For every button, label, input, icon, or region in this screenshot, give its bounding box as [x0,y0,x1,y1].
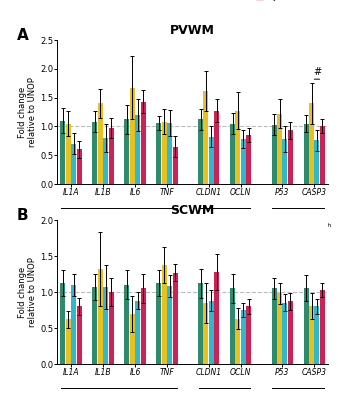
Bar [173,146,178,184]
Text: Tight junctions: Tight junctions [201,223,248,228]
Bar [246,306,251,364]
Title: SCWM: SCWM [171,204,215,218]
Text: B: B [17,208,28,224]
Bar [272,288,276,364]
Bar [109,128,114,184]
Bar [283,303,288,364]
Bar [198,120,203,184]
Bar [71,144,76,184]
Bar [320,290,325,364]
Bar [77,306,82,364]
Bar [130,314,135,364]
Bar [66,124,71,184]
Bar [241,310,246,364]
Bar [135,115,140,184]
Bar [288,130,293,184]
Y-axis label: Fold change
relative to UNOP: Fold change relative to UNOP [18,77,38,147]
Bar [162,122,167,184]
Bar [103,138,108,184]
Bar [156,123,162,184]
Bar [203,303,209,364]
Bar [236,319,240,364]
Bar [124,120,129,184]
Bar [314,140,319,184]
Bar [288,301,293,364]
Bar [167,286,172,364]
Bar [309,306,314,364]
Bar [141,288,146,364]
Y-axis label: Fold change
relative to UNOP: Fold change relative to UNOP [18,257,38,327]
Bar [173,272,178,364]
Legend: INJ$_{INF}$, INJ$_{INF+HAE}$: INJ$_{INF}$, INJ$_{INF+HAE}$ [256,0,305,3]
Bar [214,111,219,184]
Title: PVWM: PVWM [170,24,215,38]
Bar [103,287,108,364]
Bar [141,102,146,184]
Text: #: # [313,68,321,78]
Bar [236,111,240,184]
Bar [320,126,325,184]
Bar [277,114,282,184]
Bar [314,306,319,364]
Bar [98,103,103,184]
Bar [71,285,76,364]
Bar [241,139,246,184]
Text: A: A [17,28,29,44]
Bar [92,122,97,184]
Bar [77,150,82,184]
Bar [203,91,209,184]
Bar [109,292,114,364]
Bar [283,139,288,184]
Text: Inflammatory cytokines: Inflammatory cytokines [82,223,156,228]
Bar [92,287,97,364]
Bar [209,301,214,364]
Bar [167,123,172,184]
Bar [304,288,309,364]
Bar [304,124,309,184]
Bar [230,124,235,184]
Bar [66,319,71,364]
Bar [277,294,282,364]
Bar [124,285,129,364]
Bar [135,301,140,364]
Bar [156,283,162,364]
Bar [214,272,219,364]
Text: Markers of cell death: Markers of cell death [265,223,331,228]
Bar [198,283,203,364]
Bar [130,88,135,184]
Bar [246,135,251,184]
Bar [272,125,276,184]
Bar [209,137,214,184]
Bar [61,121,65,184]
Bar [230,288,235,364]
Bar [61,283,65,364]
Bar [162,265,167,364]
Bar [309,103,314,184]
Bar [98,269,103,364]
